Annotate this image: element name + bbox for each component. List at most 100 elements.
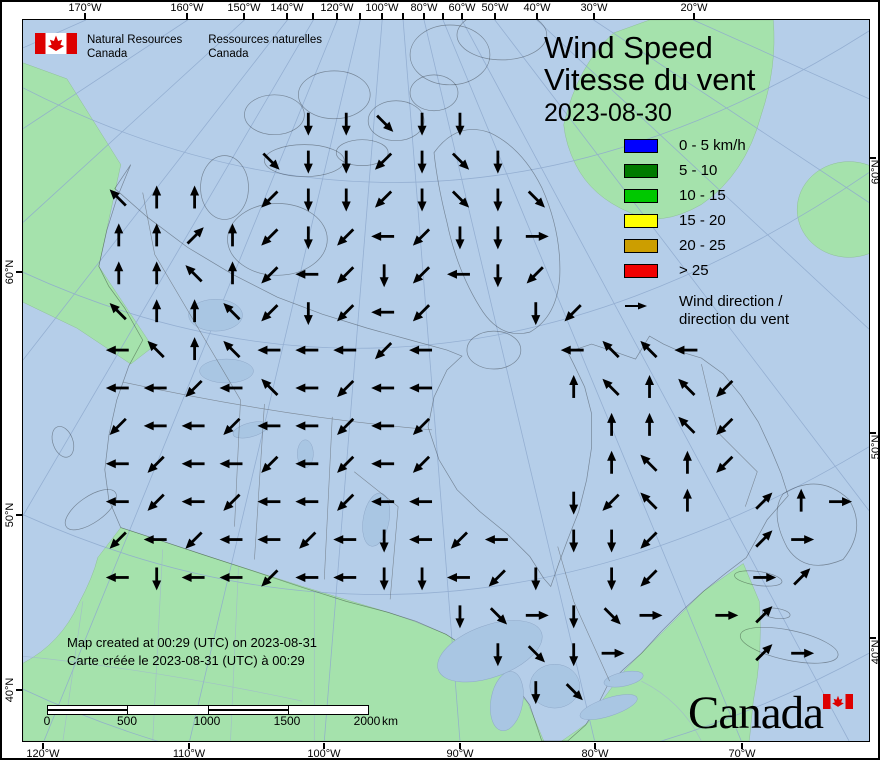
wind-arrow — [793, 568, 811, 586]
wind-arrow — [341, 112, 351, 136]
logo-text-fr: Ressources naturelles Canada — [208, 33, 322, 61]
wind-arrow — [303, 150, 313, 174]
graticule-tick — [323, 743, 325, 749]
wind-arrow — [602, 378, 620, 397]
wind-arrow — [674, 345, 698, 355]
wind-arrow — [219, 459, 243, 469]
wind-arrow — [640, 340, 658, 359]
legend-item-label: 0 - 5 km/h — [679, 137, 746, 154]
wind-arrow — [412, 266, 431, 284]
wind-arrow — [147, 493, 165, 511]
wind-arrow — [603, 607, 621, 625]
wind-arrow — [303, 226, 313, 250]
legend-item: 20 - 25 — [624, 233, 789, 258]
wind-arrow — [678, 416, 696, 434]
wind-arrow — [333, 572, 357, 582]
wind-arrow — [527, 190, 545, 208]
wind-arrow — [261, 569, 279, 587]
legend-color-swatch — [624, 263, 658, 278]
wind-arrow — [295, 459, 319, 469]
wind-arrow — [261, 266, 279, 284]
wind-arrows — [105, 112, 853, 705]
wind-arrow — [337, 417, 355, 436]
wind-arrow — [261, 190, 279, 208]
wind-direction-label: Wind direction / direction du vent — [679, 293, 790, 328]
wind-arrow — [640, 492, 658, 510]
longitude-label: 30°W — [580, 2, 608, 14]
wind-arrow — [791, 648, 815, 658]
graticule-tick — [594, 743, 596, 749]
legend-item: 10 - 15 — [624, 183, 789, 208]
latitude-label: 50°N — [870, 434, 880, 460]
wind-arrow — [185, 379, 203, 398]
longitude-label: 80°W — [581, 748, 609, 760]
wind-arrow — [374, 190, 393, 208]
wind-arrow — [341, 150, 351, 174]
logo-fr-line2: Canada — [208, 48, 249, 60]
scale-tick-label: 1500 — [273, 714, 301, 728]
wind-map — [23, 20, 869, 741]
wind-arrow — [105, 572, 129, 582]
wind-arrow — [446, 269, 470, 279]
longitude-label: 140°W — [270, 2, 304, 14]
wind-arrow — [105, 497, 129, 507]
latitude-label: 50°N — [4, 502, 16, 528]
legend-color-swatch — [624, 238, 658, 253]
graticule-tick — [870, 637, 876, 639]
wind-arrow — [607, 529, 617, 553]
legend-color-swatch — [624, 188, 658, 203]
wind-arrow — [143, 383, 167, 393]
wind-arrow — [223, 303, 241, 321]
longitude-label: 120°W — [26, 748, 60, 760]
wind-arrow — [223, 493, 241, 511]
map-title: Wind Speed Vitesse du vent 2023-08-30 — [544, 30, 755, 126]
wind-arrow — [105, 345, 129, 355]
wind-arrow — [493, 226, 503, 250]
wind-arrow — [565, 683, 583, 701]
wind-arrow — [185, 531, 203, 549]
wind-arrow — [337, 455, 355, 473]
legend-color-swatch — [624, 213, 658, 228]
scale-tick-label: 500 — [116, 714, 138, 728]
wind-arrow — [152, 299, 162, 323]
wind-arrow — [371, 497, 395, 507]
legend-item-label: > 25 — [679, 262, 709, 279]
longitude-label: 170°W — [68, 2, 102, 14]
wind-arrow — [337, 266, 355, 284]
wind-arrow — [569, 643, 579, 667]
wind-arrow — [185, 265, 203, 283]
wind-arrow — [417, 567, 427, 591]
graticule-tick — [359, 13, 361, 19]
scale-segment — [48, 706, 129, 714]
legend-item-label: 20 - 25 — [679, 237, 726, 254]
longitude-label: 150°W — [227, 2, 261, 14]
graticule-tick — [42, 743, 44, 749]
wind-arrow — [493, 264, 503, 288]
wind-arrow — [791, 535, 815, 545]
wind-arrow — [450, 531, 469, 549]
wind-arrow — [181, 421, 205, 431]
wind-arrow — [109, 189, 127, 207]
wind-arrow — [109, 531, 127, 549]
wind-arrow — [333, 345, 357, 355]
wind-arrow — [257, 497, 281, 507]
wind-arrow — [455, 226, 465, 250]
wind-arrow — [257, 535, 281, 545]
wind-arrow — [109, 417, 127, 436]
wind-arrow — [143, 535, 167, 545]
wind-arrow — [527, 645, 545, 663]
wind-arrow — [181, 572, 205, 582]
longitude-label: 120°W — [320, 2, 354, 14]
legend-color-swatch — [624, 163, 658, 178]
wind-arrow — [152, 223, 162, 247]
wind-arrow — [219, 572, 243, 582]
wind-arrow — [147, 340, 165, 359]
latitude-label: 40°N — [4, 677, 16, 703]
longitude-label: 70°W — [728, 748, 756, 760]
wind-arrow — [261, 455, 279, 473]
wind-arrow — [409, 497, 433, 507]
latitude-label: 40°N — [870, 639, 880, 665]
title-en: Wind Speed — [544, 30, 713, 65]
wind-arrow — [526, 266, 544, 284]
graticule-tick — [286, 13, 288, 19]
